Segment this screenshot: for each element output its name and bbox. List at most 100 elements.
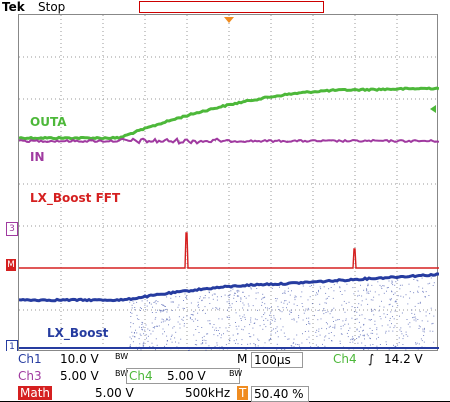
noise-dot: [377, 336, 379, 338]
math-ground-marker[interactable]: M: [6, 259, 16, 271]
noise-dot: [391, 282, 393, 284]
noise-dot: [163, 305, 165, 307]
trigger-source[interactable]: Ch4: [333, 352, 357, 366]
noise-dot: [216, 330, 217, 331]
in-trace: [18, 136, 440, 145]
noise-dot: [221, 334, 222, 336]
noise-dot: [219, 307, 221, 309]
noise-dot: [281, 348, 282, 350]
noise-dot: [162, 309, 164, 311]
noise-dot: [230, 290, 232, 292]
noise-dot: [366, 288, 367, 290]
ch1-label[interactable]: Ch1: [18, 352, 42, 366]
ch4-box[interactable]: Ch4 5.00 V BW: [126, 368, 242, 384]
noise-dot: [338, 319, 340, 320]
noise-dot: [315, 344, 317, 346]
noise-dot: [417, 280, 419, 282]
noise-dot: [171, 334, 173, 336]
lx-boost-switching-noise: [129, 277, 435, 351]
noise-dot: [237, 295, 239, 297]
noise-dot: [386, 287, 388, 289]
noise-dot: [247, 309, 249, 311]
noise-dot: [398, 337, 400, 339]
ch3-label[interactable]: Ch3: [18, 369, 42, 383]
noise-dot: [146, 300, 148, 302]
noise-dot: [363, 348, 365, 350]
noise-dot: [261, 298, 263, 300]
noise-dot: [322, 343, 323, 345]
noise-dot: [298, 344, 300, 346]
noise-dot: [423, 341, 425, 343]
math-label[interactable]: Math: [18, 386, 53, 400]
noise-dot: [255, 292, 257, 294]
noise-dot: [141, 321, 143, 323]
noise-dot: [177, 321, 179, 323]
outa-trace: [18, 86, 440, 141]
noise-dot: [298, 317, 300, 319]
noise-dot: [157, 301, 159, 303]
noise-dot: [361, 300, 363, 302]
noise-dot: [155, 317, 157, 319]
noise-dot: [281, 311, 283, 313]
noise-dot: [367, 283, 369, 285]
noise-dot: [143, 341, 145, 343]
noise-dot: [271, 319, 273, 321]
ch3-ground-marker[interactable]: 3: [6, 222, 18, 236]
noise-dot: [409, 291, 411, 293]
noise-dot: [150, 333, 152, 335]
trigger-position-box[interactable]: 50.40 %: [251, 386, 309, 402]
noise-dot: [398, 342, 400, 344]
noise-dot: [343, 300, 345, 302]
noise-dot: [156, 325, 158, 327]
noise-dot: [141, 324, 143, 325]
noise-dot: [339, 343, 341, 344]
noise-dot: [254, 344, 256, 346]
noise-dot: [376, 338, 377, 340]
noise-dot: [424, 296, 426, 298]
noise-dot: [226, 301, 228, 303]
noise-dot: [147, 335, 149, 337]
noise-dot: [145, 334, 147, 336]
noise-dot: [209, 320, 211, 322]
noise-dot: [336, 282, 338, 284]
noise-dot: [270, 333, 272, 335]
noise-dot: [399, 329, 401, 331]
noise-dot: [250, 319, 252, 321]
noise-dot: [386, 314, 388, 315]
noise-dot: [306, 324, 307, 325]
noise-dot: [244, 296, 246, 297]
noise-dot: [289, 310, 291, 312]
noise-dot: [263, 319, 265, 321]
noise-dot: [411, 309, 413, 311]
noise-dot: [179, 296, 181, 298]
noise-dot: [142, 322, 144, 324]
noise-dot: [354, 307, 356, 309]
timebase-box[interactable]: 100µs: [251, 352, 303, 368]
lx-boost-envelope: [18, 272, 440, 303]
noise-dot: [133, 302, 135, 304]
noise-dot: [287, 290, 289, 292]
noise-dot: [339, 287, 341, 289]
noise-dot: [242, 316, 244, 318]
noise-dot: [402, 296, 404, 298]
noise-dot: [280, 329, 282, 331]
noise-dot: [432, 285, 434, 286]
noise-dot: [325, 322, 327, 324]
noise-dot: [328, 296, 330, 297]
noise-dot: [372, 310, 374, 312]
noise-dot: [405, 334, 407, 336]
noise-dot: [144, 329, 146, 331]
noise-dot: [367, 303, 369, 305]
noise-dot: [228, 300, 230, 302]
noise-dot: [388, 304, 390, 306]
noise-dot: [284, 292, 286, 294]
trigger-position-value: 50.40 %: [254, 387, 304, 401]
noise-dot: [194, 344, 196, 345]
noise-dot: [326, 328, 327, 330]
noise-dot: [334, 326, 336, 328]
noise-dot: [283, 292, 285, 294]
noise-dot: [283, 332, 285, 334]
noise-dot: [265, 326, 267, 328]
noise-dot: [418, 328, 420, 329]
noise-dot: [295, 343, 297, 345]
